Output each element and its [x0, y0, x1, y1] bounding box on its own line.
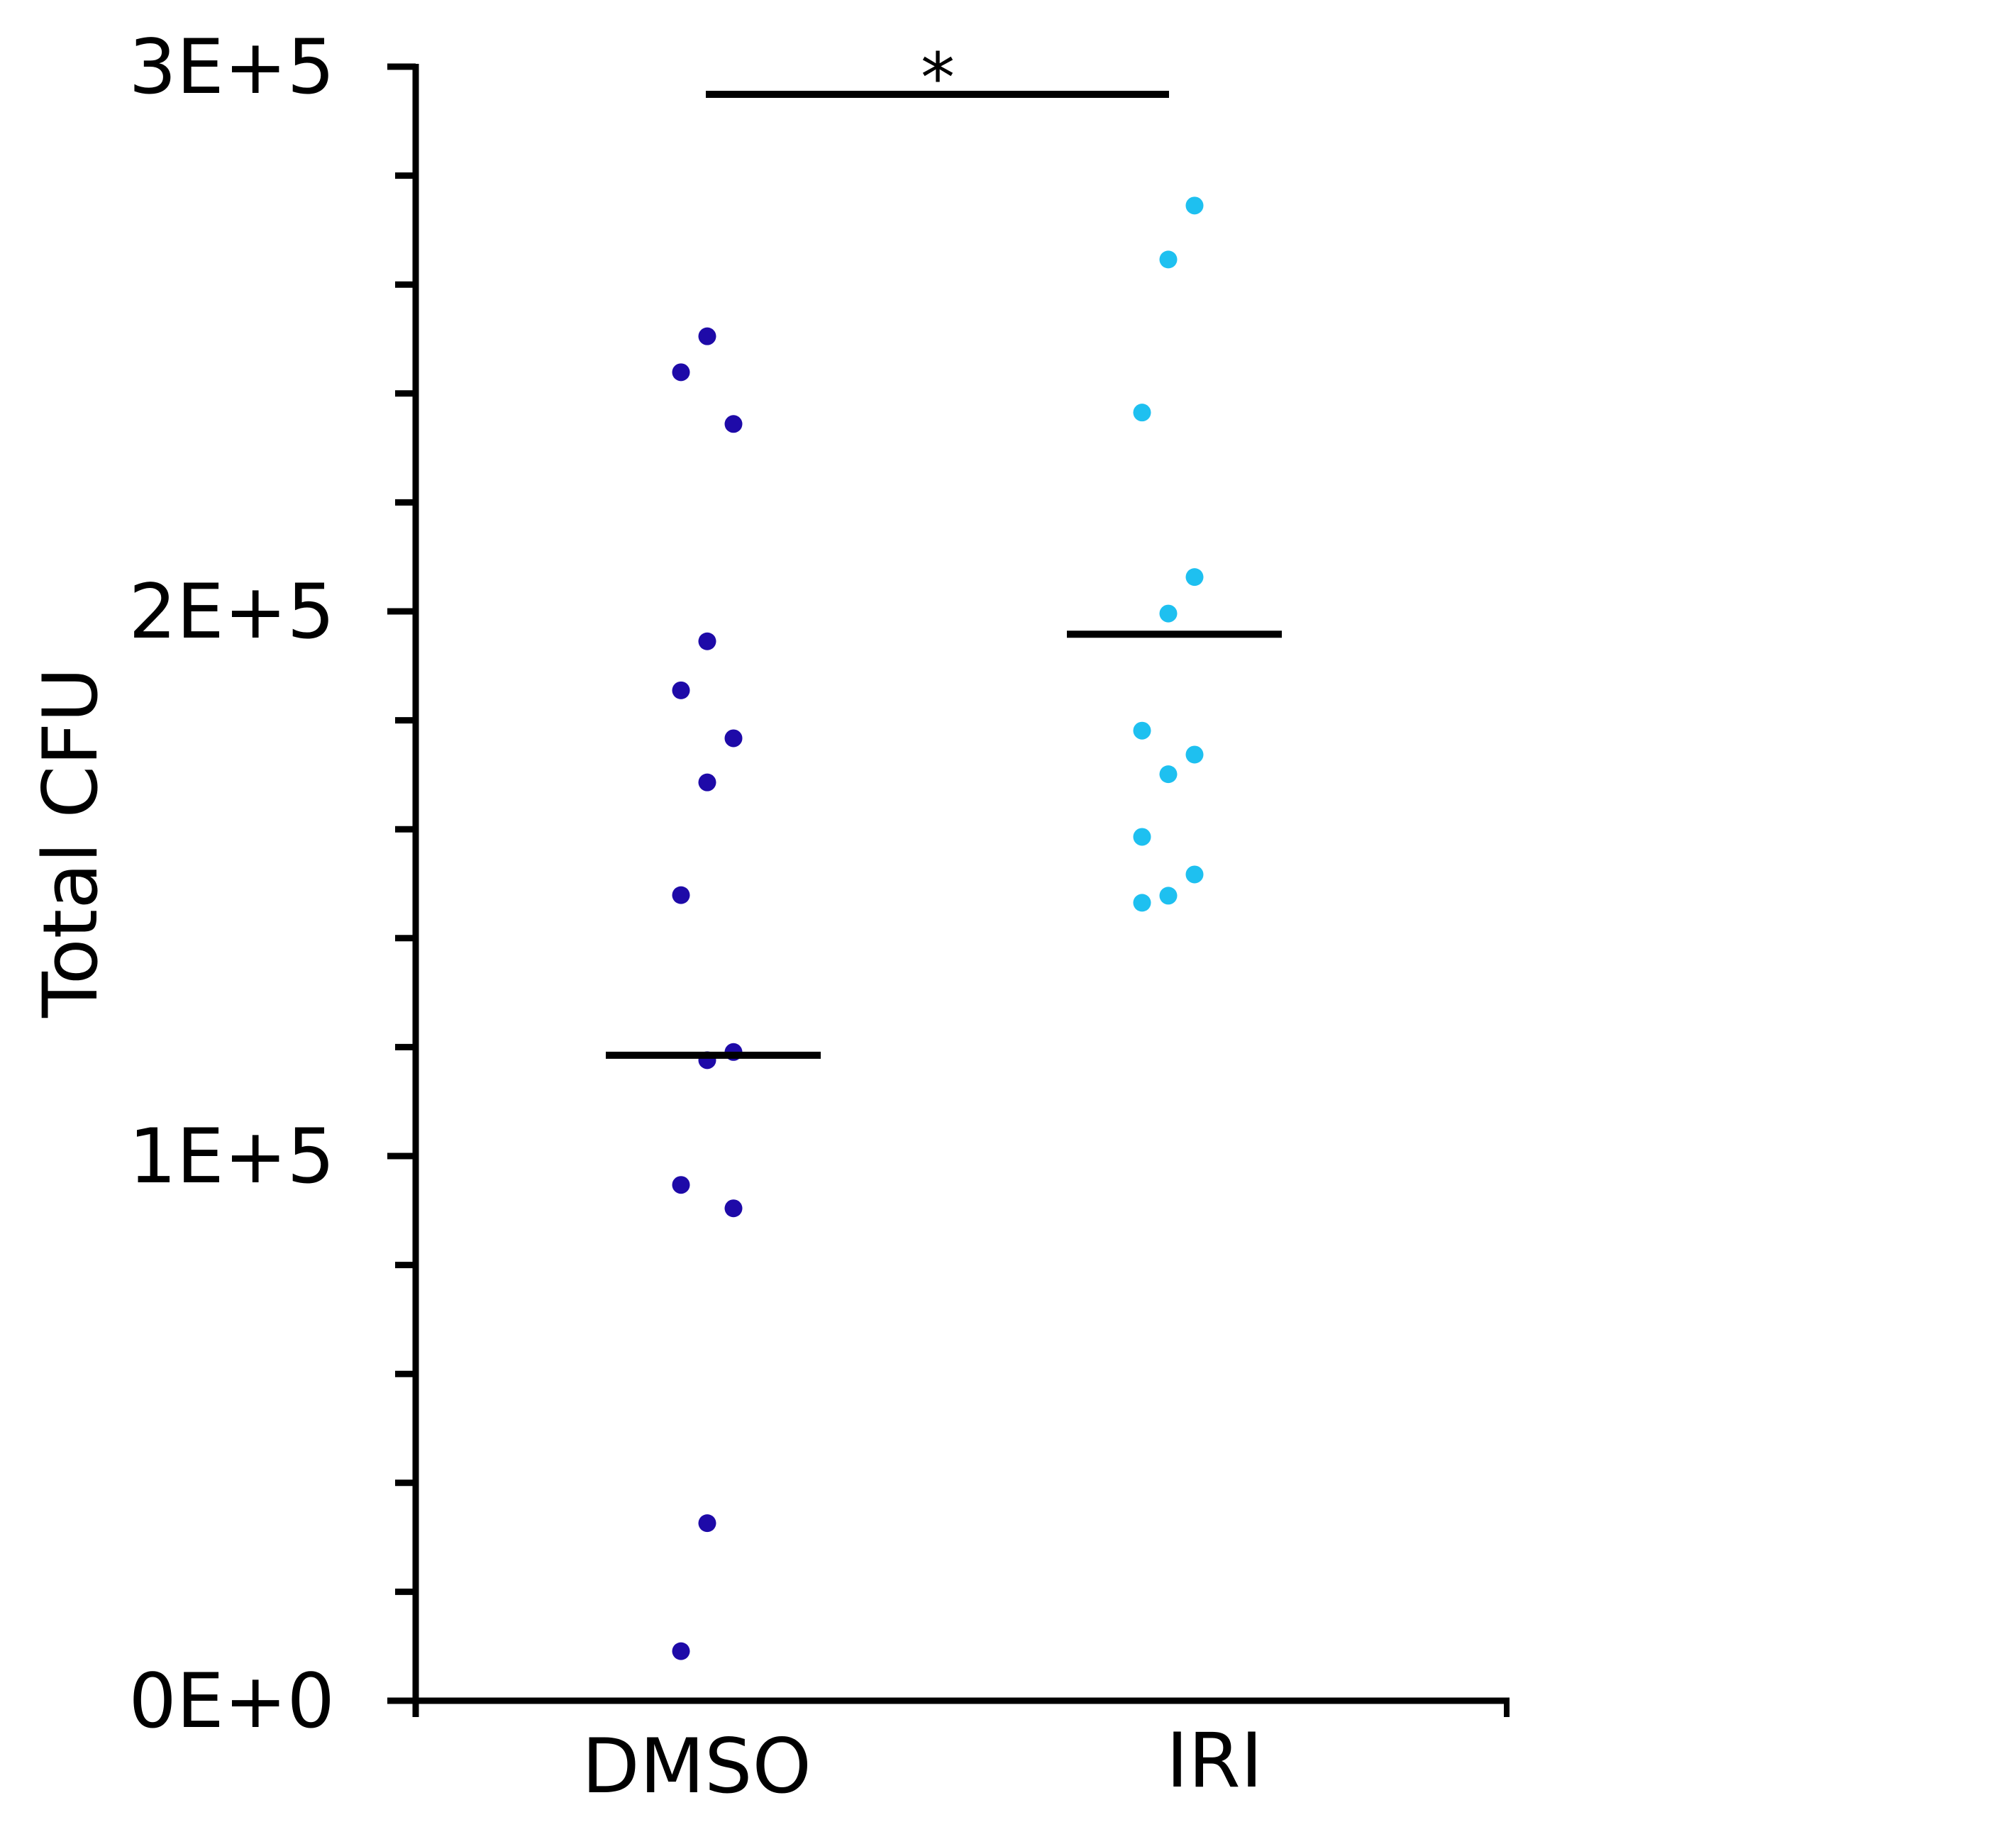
- data-point-dmso: [724, 1199, 743, 1218]
- data-point-dmso: [698, 773, 716, 792]
- data-point-iri: [1185, 196, 1204, 215]
- y-tick-label-1: 1E+5: [128, 1113, 335, 1200]
- data-point-dmso: [698, 632, 716, 650]
- data-point-iri: [1185, 745, 1204, 764]
- data-point-dmso: [724, 729, 743, 748]
- data-point-dmso: [672, 681, 690, 699]
- significance-asterisk: *: [921, 38, 955, 118]
- y-tick-label-3: 3E+5: [128, 23, 335, 111]
- data-point-iri: [1159, 604, 1178, 623]
- data-point-dmso: [672, 1642, 690, 1660]
- data-point-iri: [1159, 765, 1178, 784]
- data-point-dmso: [698, 1514, 716, 1533]
- data-point-iri: [1159, 887, 1178, 905]
- data-point-iri: [1185, 865, 1204, 884]
- data-point-dmso: [672, 363, 690, 382]
- x-category-label-iri: IRI: [1165, 1717, 1263, 1804]
- y-tick-label-0: 0E+0: [128, 1657, 335, 1745]
- data-point-dmso: [672, 886, 690, 904]
- data-point-iri: [1133, 828, 1151, 846]
- x-category-label-dmso: DMSO: [582, 1723, 812, 1810]
- data-points: [672, 196, 1204, 1660]
- data-point-iri: [1133, 721, 1151, 740]
- y-axis-title: Total CFU: [27, 667, 114, 1018]
- data-point-dmso: [672, 1176, 690, 1194]
- median-lines: [606, 631, 1282, 1059]
- axes: [387, 63, 1510, 1717]
- data-point-dmso: [724, 415, 743, 433]
- data-point-iri: [1159, 250, 1178, 269]
- data-point-iri: [1185, 568, 1204, 587]
- y-tick-label-2: 2E+5: [128, 568, 335, 655]
- data-point-iri: [1133, 894, 1151, 912]
- data-point-iri: [1133, 404, 1151, 422]
- data-point-dmso: [698, 327, 716, 345]
